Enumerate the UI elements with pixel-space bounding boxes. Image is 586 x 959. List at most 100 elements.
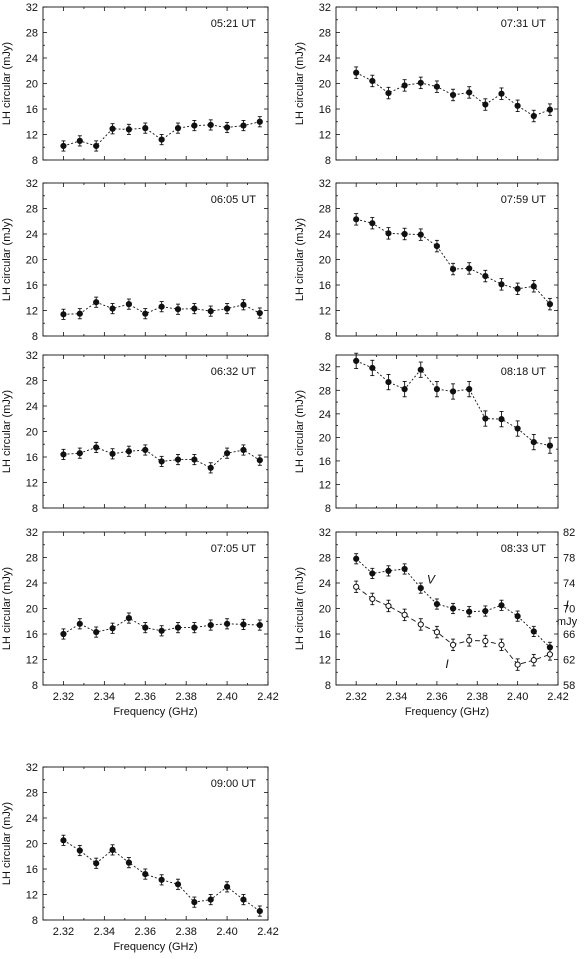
data-point bbox=[385, 602, 392, 610]
data-point bbox=[207, 464, 214, 471]
y-tick-label: 24 bbox=[319, 53, 331, 65]
data-point bbox=[93, 299, 100, 306]
data-point bbox=[514, 285, 521, 292]
data-point bbox=[466, 608, 473, 615]
data-point bbox=[353, 216, 360, 223]
y-tick-label: 8 bbox=[325, 680, 331, 692]
y-axis-label: LH circular (mJy) bbox=[294, 390, 306, 473]
y-tick-label: 16 bbox=[26, 452, 38, 464]
y-tick-label: 8 bbox=[325, 503, 331, 515]
data-point bbox=[449, 91, 457, 99]
data-point bbox=[417, 585, 424, 592]
panel-title: 07:59 UT bbox=[501, 194, 547, 206]
data-point bbox=[76, 847, 83, 854]
data-point bbox=[401, 230, 408, 238]
y-tick-label: 12 bbox=[319, 306, 331, 318]
data-point bbox=[125, 301, 133, 308]
data-point bbox=[417, 231, 424, 238]
y-tick-label: 32 bbox=[26, 2, 38, 14]
data-point bbox=[498, 416, 505, 423]
data-point bbox=[93, 142, 100, 150]
y-tick-label: 12 bbox=[26, 306, 38, 318]
y-tick-label: 12 bbox=[319, 655, 331, 667]
data-point bbox=[158, 136, 165, 143]
data-point bbox=[60, 630, 67, 638]
y-tick-label: 28 bbox=[26, 204, 38, 216]
panel-title: 07:31 UT bbox=[501, 18, 547, 30]
data-point bbox=[546, 651, 554, 658]
series-line-1 bbox=[356, 218, 551, 305]
y2-axis-label-quantity: I bbox=[565, 598, 569, 612]
data-point bbox=[449, 641, 457, 648]
data-point bbox=[240, 301, 247, 308]
data-point bbox=[174, 125, 182, 132]
data-point bbox=[60, 451, 67, 458]
y-tick-label: 20 bbox=[319, 604, 331, 616]
x-tick-label: 2.32 bbox=[345, 691, 366, 703]
data-point bbox=[191, 456, 198, 463]
panel-title: 05:21 UT bbox=[211, 18, 257, 30]
data-point bbox=[401, 611, 408, 618]
data-point bbox=[223, 450, 231, 457]
y-axis-label: LH circular (mJy) bbox=[1, 390, 13, 473]
data-point bbox=[546, 106, 554, 113]
y-tick-label: 16 bbox=[26, 280, 38, 292]
y-tick-label: 24 bbox=[26, 53, 38, 65]
panel-title: 08:18 UT bbox=[501, 366, 547, 378]
data-point bbox=[466, 386, 473, 393]
data-point bbox=[385, 89, 392, 97]
x-tick-label: 2.42 bbox=[257, 691, 278, 703]
x-tick-label: 2.38 bbox=[175, 926, 196, 938]
y-tick-label: 28 bbox=[26, 28, 38, 40]
y-tick-label: 28 bbox=[319, 385, 331, 397]
data-point bbox=[93, 628, 100, 636]
data-point bbox=[433, 83, 441, 90]
y2-tick-label: 82 bbox=[563, 527, 575, 539]
data-point bbox=[498, 281, 505, 288]
x-tick-label: 2.42 bbox=[547, 691, 568, 703]
data-point bbox=[125, 614, 133, 622]
data-point bbox=[93, 444, 100, 451]
data-point bbox=[449, 605, 457, 612]
x-tick-label: 2.36 bbox=[135, 926, 156, 938]
data-point bbox=[76, 450, 83, 457]
y-tick-label: 32 bbox=[319, 178, 331, 190]
x-tick-label: 2.40 bbox=[216, 691, 237, 703]
data-point bbox=[256, 118, 263, 125]
data-point bbox=[60, 837, 67, 844]
data-point bbox=[142, 871, 149, 878]
y-tick-label: 16 bbox=[319, 629, 331, 641]
data-point bbox=[369, 364, 376, 372]
data-point bbox=[530, 283, 537, 290]
y-tick-label: 8 bbox=[32, 680, 38, 692]
data-point bbox=[369, 595, 376, 603]
data-point bbox=[530, 438, 537, 446]
data-point bbox=[93, 860, 100, 867]
data-point bbox=[158, 458, 165, 465]
y-tick-label: 20 bbox=[26, 604, 38, 616]
data-point bbox=[417, 366, 424, 373]
chart-panel-9: 8 12 16 20 24 28 32 2.32 2.34 2.36 2.38 2.40 2.42 LH … bbox=[1, 762, 279, 953]
y2-tick-label: 66 bbox=[563, 629, 575, 641]
x-tick-label: 2.38 bbox=[175, 691, 196, 703]
data-point bbox=[174, 624, 182, 631]
chart-panel-3: 8 12 16 20 24 28 32 LH circular (mJy) 06:05 UT bbox=[1, 178, 269, 343]
data-point bbox=[530, 112, 537, 120]
y-tick-label: 20 bbox=[26, 427, 38, 439]
y-tick-label: 24 bbox=[26, 813, 38, 825]
y-tick-label: 24 bbox=[26, 578, 38, 590]
chart-panel-2: 8 12 16 20 24 28 32 LH circular (mJy) 07:31 UT bbox=[294, 2, 559, 167]
y-axis-label: LH circular (mJy) bbox=[1, 42, 13, 125]
y-tick-label: 16 bbox=[26, 864, 38, 876]
x-axis-label: Frequency (GHz) bbox=[405, 706, 489, 718]
data-point bbox=[207, 121, 214, 129]
data-point bbox=[417, 621, 424, 628]
data-point bbox=[256, 907, 263, 915]
data-point bbox=[174, 881, 182, 888]
x-tick-label: 2.40 bbox=[507, 691, 528, 703]
series-line-I bbox=[355, 586, 551, 666]
data-point bbox=[466, 265, 473, 272]
data-point bbox=[191, 305, 198, 312]
y-tick-label: 32 bbox=[26, 762, 38, 774]
